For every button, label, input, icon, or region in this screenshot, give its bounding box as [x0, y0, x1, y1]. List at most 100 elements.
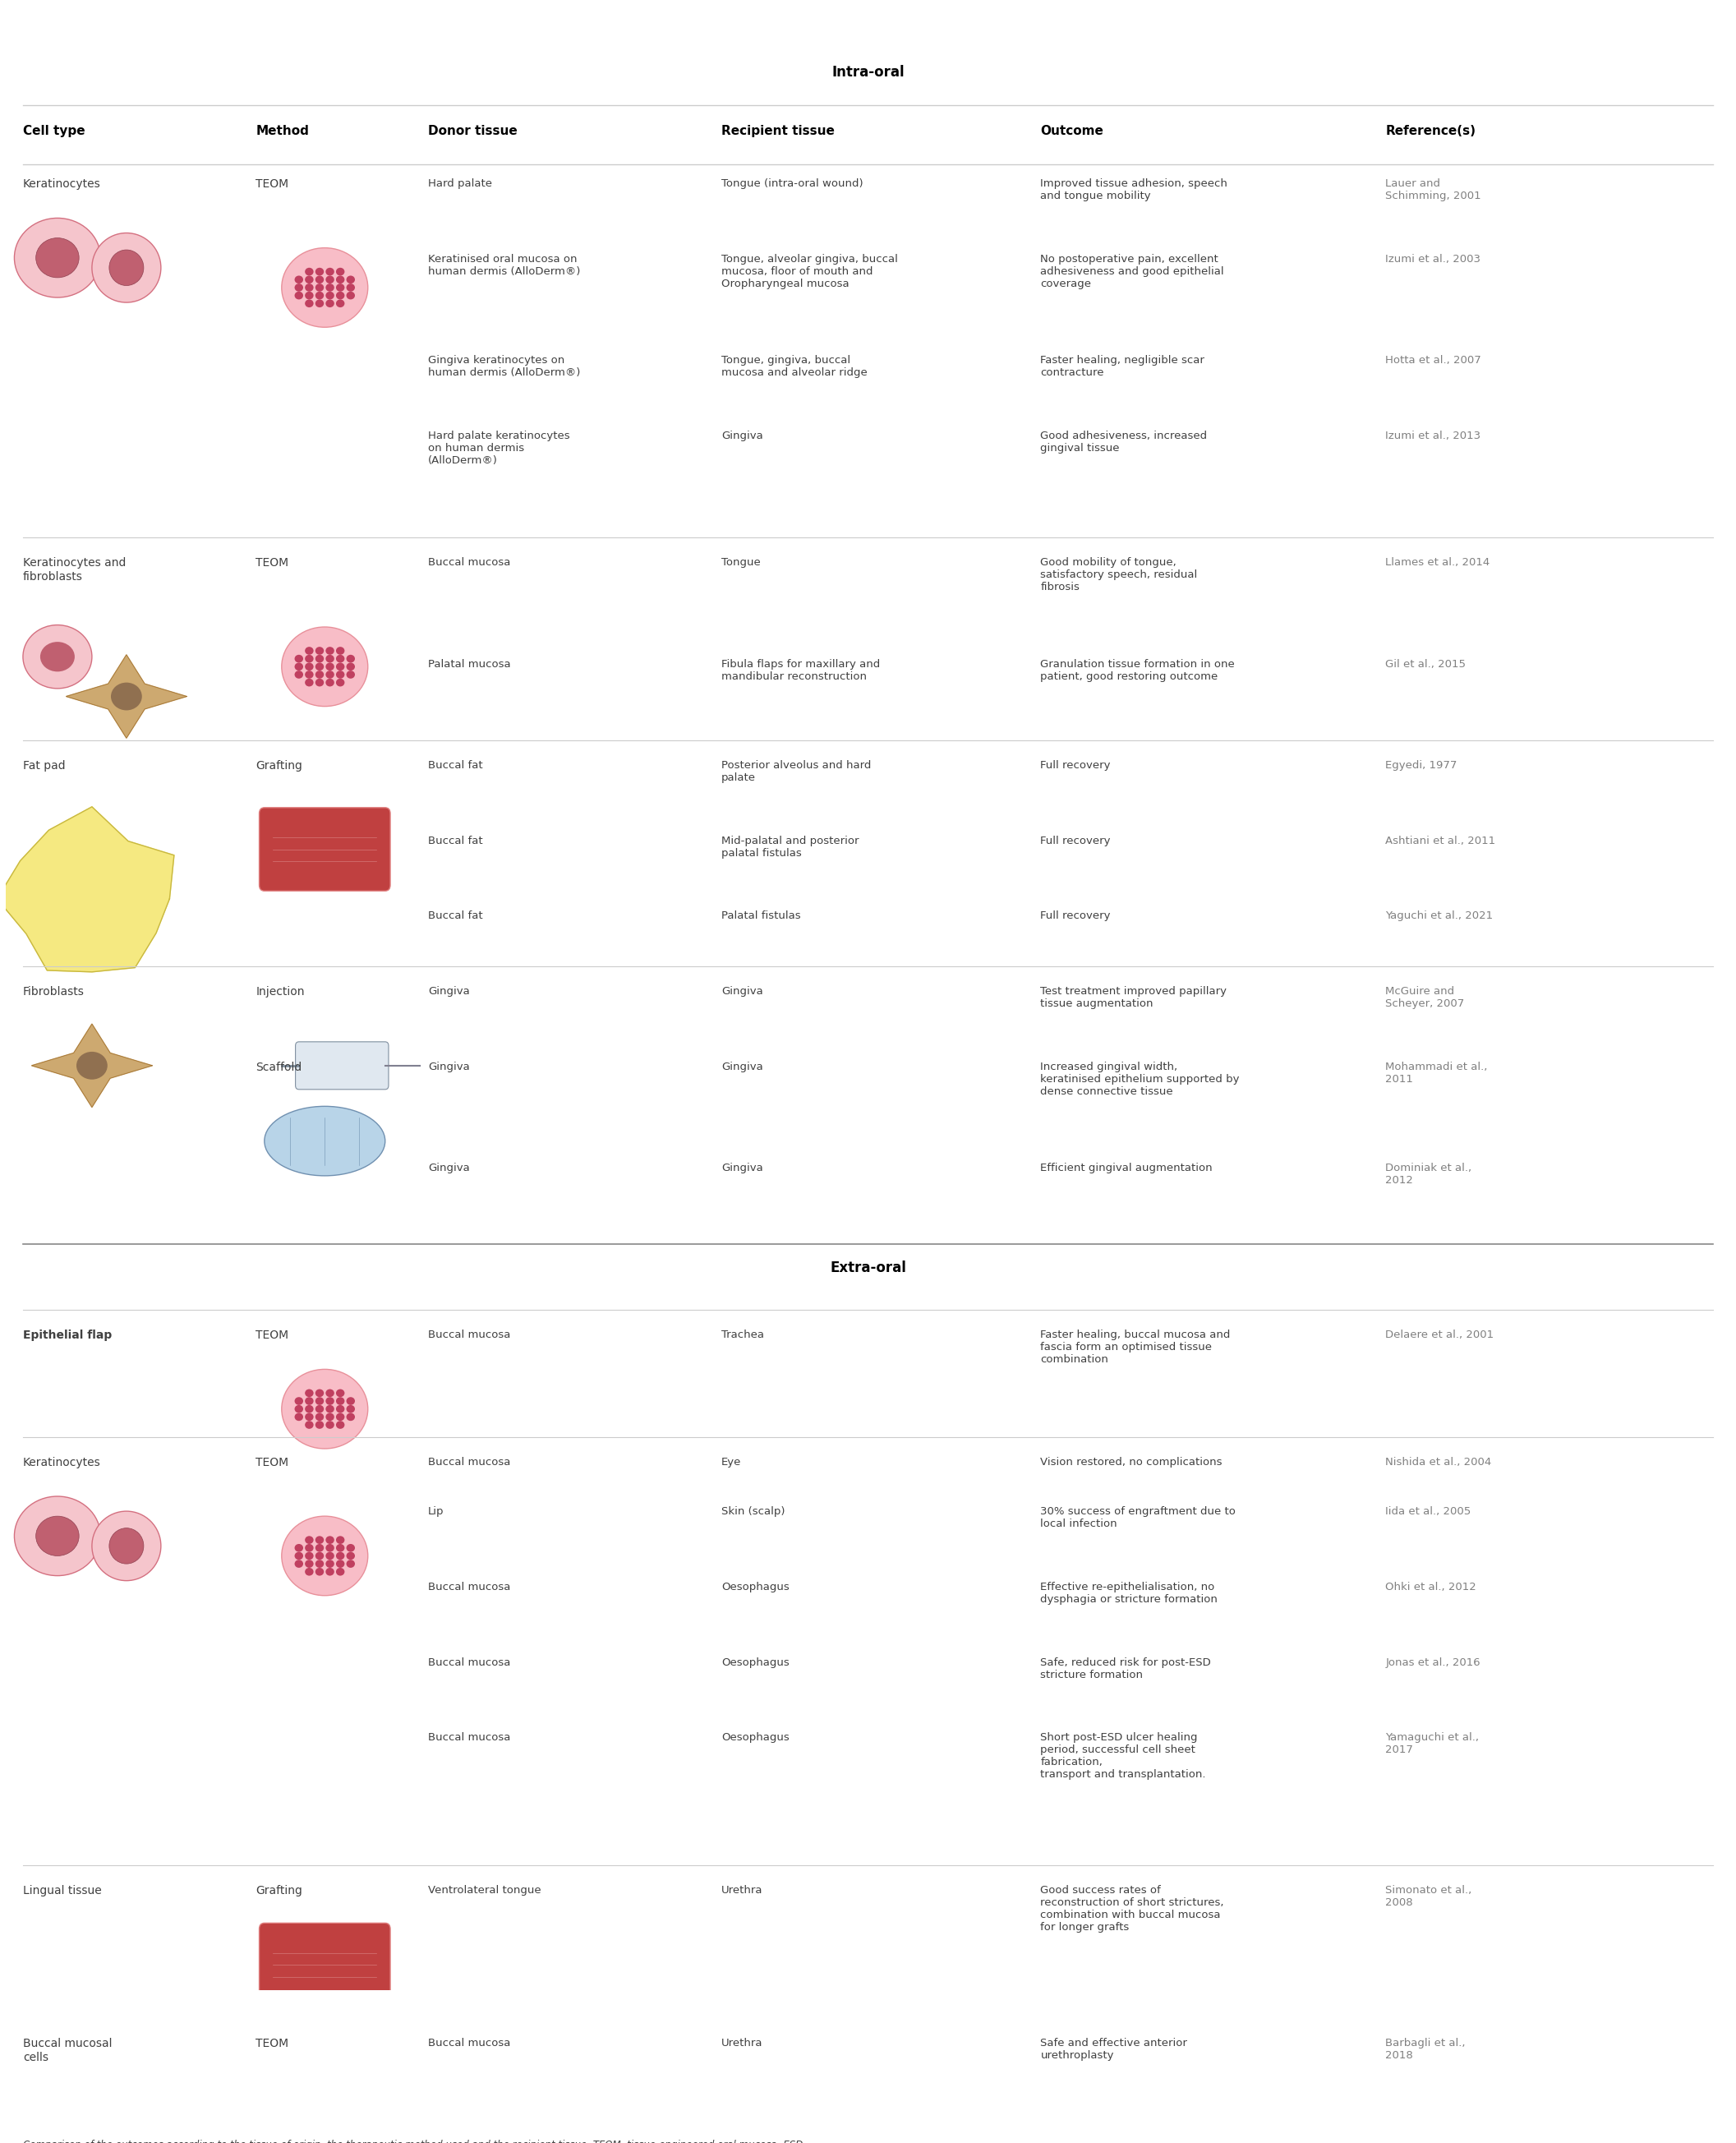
Text: Comparison of the outcomes according to the tissue of origin, the therapeutic me: Comparison of the outcomes according to …	[23, 2139, 806, 2143]
Text: Gingiva: Gingiva	[429, 1061, 470, 1072]
Ellipse shape	[316, 283, 325, 291]
Ellipse shape	[316, 1543, 325, 1552]
Text: Cell type: Cell type	[23, 124, 85, 137]
Ellipse shape	[82, 2134, 90, 2143]
Text: Buccal mucosa: Buccal mucosa	[429, 1329, 510, 1339]
Ellipse shape	[295, 1560, 304, 1569]
Text: Tongue, gingiva, buccal
mucosa and alveolar ridge: Tongue, gingiva, buccal mucosa and alveo…	[722, 356, 868, 377]
FancyBboxPatch shape	[259, 1922, 391, 2006]
Ellipse shape	[306, 647, 314, 656]
Ellipse shape	[49, 2107, 135, 2143]
Ellipse shape	[316, 1569, 325, 1575]
Text: Ventrolateral tongue: Ventrolateral tongue	[429, 1886, 542, 1897]
Text: Trachea: Trachea	[722, 1329, 764, 1339]
Ellipse shape	[306, 291, 314, 300]
Text: Nishida et al., 2004: Nishida et al., 2004	[1385, 1457, 1491, 1468]
Text: Keratinocytes: Keratinocytes	[23, 178, 101, 191]
Ellipse shape	[337, 1421, 344, 1429]
Text: Grafting: Grafting	[255, 1886, 302, 1897]
Text: Efficient gingival augmentation: Efficient gingival augmentation	[1040, 1164, 1213, 1174]
Text: TEOM: TEOM	[255, 1329, 288, 1342]
Text: Gingiva keratinocytes on
human dermis (AlloDerm®): Gingiva keratinocytes on human dermis (A…	[429, 356, 580, 377]
Ellipse shape	[316, 671, 325, 679]
Ellipse shape	[295, 2134, 304, 2143]
Text: Extra-oral: Extra-oral	[830, 1260, 906, 1275]
Ellipse shape	[281, 1369, 368, 1449]
Text: Gingiva: Gingiva	[722, 986, 764, 996]
Ellipse shape	[326, 1543, 335, 1552]
Ellipse shape	[337, 647, 344, 656]
Ellipse shape	[326, 1560, 335, 1569]
Ellipse shape	[337, 2134, 344, 2143]
Ellipse shape	[337, 1543, 344, 1552]
Ellipse shape	[326, 268, 335, 276]
Ellipse shape	[295, 662, 304, 671]
Text: Izumi et al., 2003: Izumi et al., 2003	[1385, 253, 1481, 264]
Ellipse shape	[326, 1537, 335, 1543]
Text: Yaguchi et al., 2021: Yaguchi et al., 2021	[1385, 911, 1493, 921]
Ellipse shape	[345, 291, 354, 300]
Text: TEOM: TEOM	[255, 2038, 288, 2049]
Text: Faster healing, negligible scar
contracture: Faster healing, negligible scar contract…	[1040, 356, 1205, 377]
Ellipse shape	[295, 1552, 304, 1560]
Text: Keratinocytes and
fibroblasts: Keratinocytes and fibroblasts	[23, 557, 127, 583]
Ellipse shape	[102, 2134, 111, 2143]
Ellipse shape	[337, 300, 344, 306]
Text: Buccal mucosa: Buccal mucosa	[429, 2038, 510, 2049]
Ellipse shape	[326, 662, 335, 671]
Text: Safe, reduced risk for post-ESD
stricture formation: Safe, reduced risk for post-ESD strictur…	[1040, 1657, 1212, 1680]
Ellipse shape	[295, 1406, 304, 1412]
Text: Delaere et al., 2001: Delaere et al., 2001	[1385, 1329, 1495, 1339]
Text: Good mobility of tongue,
satisfactory speech, residual
fibrosis: Good mobility of tongue, satisfactory sp…	[1040, 557, 1198, 594]
Text: Donor tissue: Donor tissue	[429, 124, 517, 137]
Text: Oesophagus: Oesophagus	[722, 1732, 790, 1742]
Text: Gingiva: Gingiva	[722, 431, 764, 441]
Ellipse shape	[337, 1389, 344, 1397]
Ellipse shape	[326, 656, 335, 662]
Text: Buccal fat: Buccal fat	[429, 761, 483, 771]
Ellipse shape	[326, 2134, 335, 2143]
Text: Barbagli et al.,
2018: Barbagli et al., 2018	[1385, 2038, 1465, 2062]
Ellipse shape	[345, 1552, 354, 1560]
Ellipse shape	[326, 300, 335, 306]
Ellipse shape	[337, 671, 344, 679]
Ellipse shape	[326, 1397, 335, 1406]
Text: Oesophagus: Oesophagus	[722, 1657, 790, 1667]
Ellipse shape	[281, 628, 368, 707]
Text: TEOM: TEOM	[255, 178, 288, 191]
Text: Izumi et al., 2013: Izumi et al., 2013	[1385, 431, 1481, 441]
Ellipse shape	[326, 2128, 335, 2134]
FancyBboxPatch shape	[295, 1041, 389, 1089]
Ellipse shape	[337, 283, 344, 291]
Text: Tongue (intra-oral wound): Tongue (intra-oral wound)	[722, 178, 863, 189]
Ellipse shape	[316, 268, 325, 276]
Ellipse shape	[306, 276, 314, 283]
Ellipse shape	[316, 1389, 325, 1397]
Ellipse shape	[92, 2134, 101, 2143]
Ellipse shape	[295, 283, 304, 291]
Text: Increased gingival width,
keratinised epithelium supported by
dense connective t: Increased gingival width, keratinised ep…	[1040, 1061, 1240, 1097]
Ellipse shape	[326, 283, 335, 291]
Ellipse shape	[264, 1106, 385, 1177]
Text: Full recovery: Full recovery	[1040, 761, 1111, 771]
Ellipse shape	[113, 2134, 122, 2143]
Ellipse shape	[345, 1412, 354, 1421]
Ellipse shape	[102, 2128, 111, 2134]
Ellipse shape	[281, 1515, 368, 1597]
Text: Full recovery: Full recovery	[1040, 836, 1111, 846]
Text: Posterior alveolus and hard
palate: Posterior alveolus and hard palate	[722, 761, 871, 782]
Text: Lip: Lip	[429, 1507, 444, 1517]
Text: Egyedi, 1977: Egyedi, 1977	[1385, 761, 1457, 771]
Text: Buccal fat: Buccal fat	[429, 911, 483, 921]
Ellipse shape	[295, 1397, 304, 1406]
Text: Keratinised oral mucosa on
human dermis (AlloDerm®): Keratinised oral mucosa on human dermis …	[429, 253, 580, 276]
Text: Gingiva: Gingiva	[722, 1061, 764, 1072]
Ellipse shape	[326, 1552, 335, 1560]
Text: Epithelial flap: Epithelial flap	[23, 1329, 111, 1342]
Ellipse shape	[306, 1406, 314, 1412]
Text: Vision restored, no complications: Vision restored, no complications	[1040, 1457, 1222, 1468]
Text: Good success rates of
reconstruction of short strictures,
combination with bucca: Good success rates of reconstruction of …	[1040, 1886, 1224, 1933]
Text: No postoperative pain, excellent
adhesiveness and good epithelial
coverage: No postoperative pain, excellent adhesiv…	[1040, 253, 1224, 289]
Text: Buccal mucosa: Buccal mucosa	[429, 1657, 510, 1667]
Polygon shape	[66, 656, 187, 737]
